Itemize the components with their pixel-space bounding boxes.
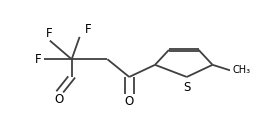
Text: O: O [125,95,134,108]
Text: F: F [35,53,42,66]
Text: S: S [183,81,190,94]
Text: O: O [54,93,63,106]
Text: F: F [46,27,52,40]
Text: CH₃: CH₃ [232,65,251,75]
Text: F: F [84,23,91,36]
